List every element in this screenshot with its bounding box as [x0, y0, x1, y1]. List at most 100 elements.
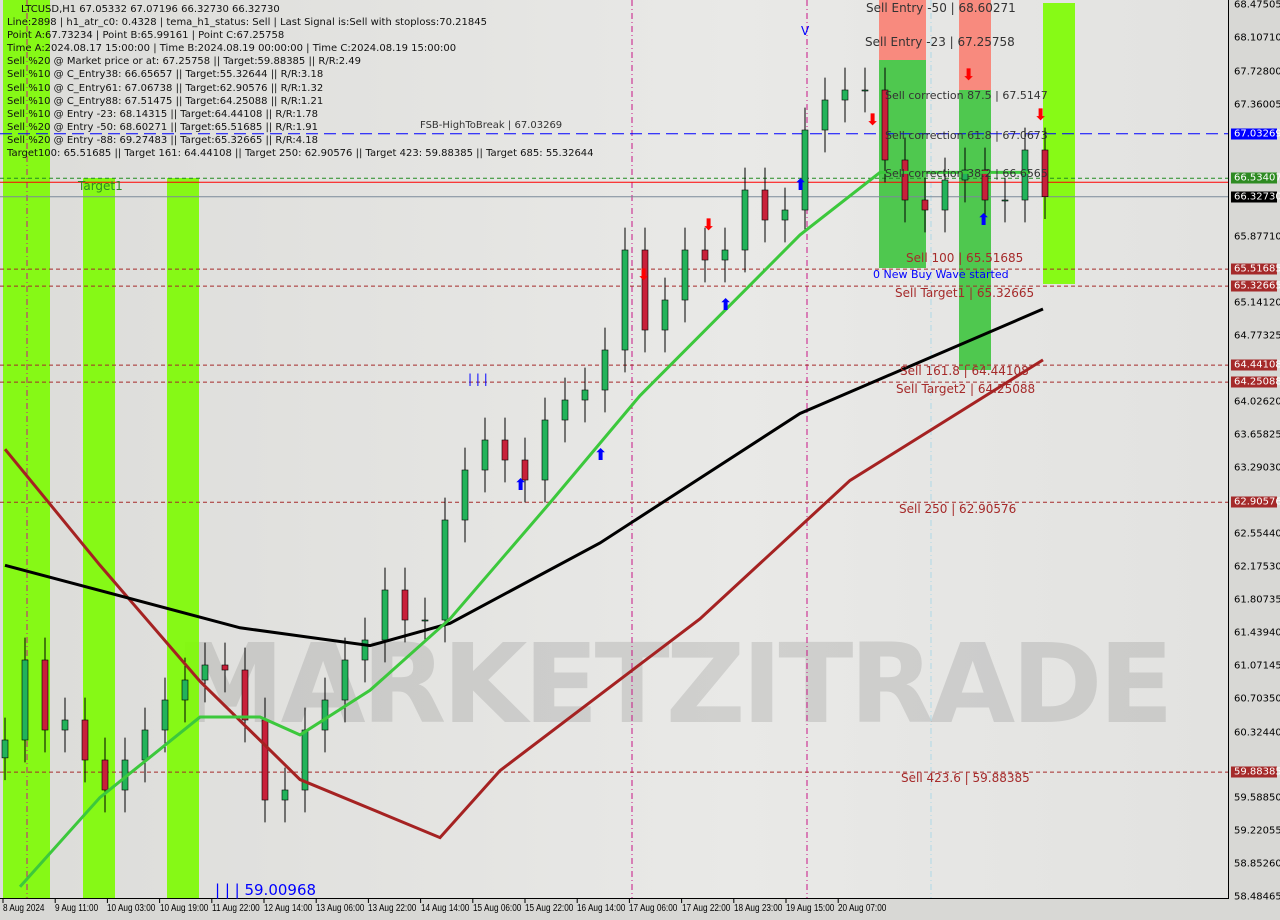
candle-body: [21, 659, 29, 741]
candle-body: [781, 209, 789, 221]
candle-body: [361, 639, 369, 661]
sell-161-label: Sell 161.8 | 64.44108: [900, 364, 1029, 378]
time-tick-label: 14 Aug 14:00: [420, 903, 469, 914]
candle-body: [581, 389, 589, 401]
candle-body: [961, 169, 969, 181]
candle-body: [421, 619, 429, 622]
signal-zone: [1043, 3, 1075, 284]
candle-body: [281, 789, 289, 801]
sell-423-label: Sell 423.6 | 59.88385: [901, 771, 1030, 785]
candle-body: [921, 199, 929, 211]
candle-body: [981, 169, 989, 201]
info-line: Line:2898 | h1_atr_c0: 0.4328 | tema_h1_…: [7, 17, 487, 29]
info-line: Target100: 65.51685 || Target 161: 64.44…: [7, 148, 594, 160]
ma-fast-line: [18, 170, 1030, 888]
low-label: | | | 59.00968: [215, 881, 317, 899]
candle-body: [221, 664, 229, 671]
sell-correction-875: Sell correction 87.5 | 67.5147: [885, 89, 1048, 102]
time-tick-label: 11 Aug 22:00: [211, 903, 260, 914]
time-tick-label: 20 Aug 07:00: [838, 903, 887, 914]
candle-body: [821, 99, 829, 131]
candle-body: [61, 719, 69, 731]
time-tick-label: 17 Aug 22:00: [681, 903, 730, 914]
candle-body: [261, 719, 269, 801]
candle-body: [1021, 149, 1029, 201]
candle-body: [81, 719, 89, 761]
info-line: Sell %20 @ Entry -50: 68.60271 || Target…: [7, 121, 319, 133]
sell-target2-label: Sell Target2 | 64.25088: [896, 382, 1036, 396]
price-tick-label: 65.87710: [1234, 231, 1280, 243]
price-tick-label: 61.43940: [1234, 627, 1280, 639]
candle-body: [621, 249, 629, 351]
wave-mark-label: | | |: [468, 372, 488, 386]
indicator-info-panel: LTCUSD,H1 67.05332 67.07196 66.32730 66.…: [7, 3, 594, 160]
candle-body: [561, 399, 569, 421]
info-line: Point A:67.73234 | Point B:65.99161 | Po…: [7, 30, 285, 42]
candle-body: [101, 759, 109, 791]
price-level-tag: 59.88385: [1231, 766, 1280, 778]
time-tick-label: 19 Aug 15:00: [786, 903, 835, 914]
ma-mid-line: [4, 307, 1044, 648]
ma-slow-line: [3, 358, 1044, 840]
time-tick-label: 13 Aug 22:00: [368, 903, 417, 914]
candle-body: [461, 469, 469, 521]
candle-body: [401, 589, 409, 621]
info-line: Sell %10 @ C_Entry38: 66.65657 || Target…: [7, 69, 324, 81]
sell-100-label: Sell 100 | 65.51685: [906, 251, 1024, 265]
candle-body: [341, 659, 349, 701]
candle-body: [721, 249, 729, 261]
price-tick-label: 58.85260: [1234, 858, 1280, 870]
buy-arrow-icon: ⬆: [719, 295, 732, 314]
sell-arrow-icon: ⬇: [866, 110, 879, 129]
candle-body: [501, 439, 509, 461]
candle-body: [881, 89, 889, 161]
candle-body: [901, 159, 909, 201]
signal-zone: [959, 0, 991, 90]
buy-arrow-icon: ⬆: [794, 175, 807, 194]
price-tick-label: 59.22055: [1234, 825, 1280, 837]
info-line: Sell %10 @ C_Entry88: 67.51475 || Target…: [7, 95, 324, 107]
signal-zone: [959, 90, 991, 370]
info-line: Sell %10 @ C_Entry61: 67.06738 || Target…: [7, 82, 324, 94]
price-tick-label: 64.02620: [1234, 396, 1280, 408]
price-level-tag: 66.53407: [1231, 172, 1280, 184]
price-tick-label: 61.80735: [1234, 594, 1280, 606]
signal-zone: [167, 178, 199, 898]
price-level-tag: 67.03269: [1231, 128, 1280, 140]
price-level-tag: 62.90576: [1231, 496, 1280, 508]
info-line: Sell %10 @ Entry -23: 68.14315 || Target…: [7, 108, 319, 120]
price-tick-label: 64.77325: [1234, 330, 1280, 342]
buy-arrow-icon: ⬆: [977, 210, 990, 229]
price-tick-label: 68.47505: [1234, 0, 1280, 11]
sell-arrow-icon: ⬇: [1034, 105, 1047, 124]
time-tick-label: 10 Aug 19:00: [159, 903, 208, 914]
price-tick-label: 62.17530: [1234, 561, 1280, 573]
candle-body: [1, 739, 9, 759]
sell-arrow-icon: ⬇: [702, 215, 715, 234]
sell-entry-top-label: Sell Entry -50 | 68.60271: [866, 1, 1016, 15]
candle-body: [201, 664, 209, 681]
info-line: Time A:2024.08.17 15:00:00 | Time B:2024…: [7, 43, 457, 55]
buy-arrow-icon: ⬆: [514, 475, 527, 494]
price-tick-label: 63.65825: [1234, 429, 1280, 441]
time-tick-label: 17 Aug 06:00: [629, 903, 678, 914]
candle-body: [801, 129, 809, 211]
candle-body: [41, 659, 49, 731]
candle-body: [641, 249, 649, 331]
buy-arrow-icon: ⬆: [594, 445, 607, 464]
wave-top-mark: V: [801, 24, 810, 38]
target1-label: Target1: [78, 179, 123, 193]
price-tick-label: 59.58850: [1234, 792, 1280, 804]
candle-body: [541, 419, 549, 481]
candle-body: [661, 299, 669, 331]
signal-zone: [83, 178, 115, 898]
info-line: Sell %20 @ Market price or at: 67.25758 …: [7, 56, 361, 68]
price-level-tag: 65.32665: [1231, 280, 1280, 292]
time-tick-label: 9 Aug 11:00: [55, 903, 99, 914]
candle-body: [141, 729, 149, 761]
price-tick-label: 67.72800: [1234, 66, 1280, 78]
signal-zone: [879, 0, 926, 60]
sell-target1-label: Sell Target1 | 65.32665: [895, 286, 1035, 300]
new-buy-wave-label: 0 New Buy Wave started: [873, 268, 1009, 281]
